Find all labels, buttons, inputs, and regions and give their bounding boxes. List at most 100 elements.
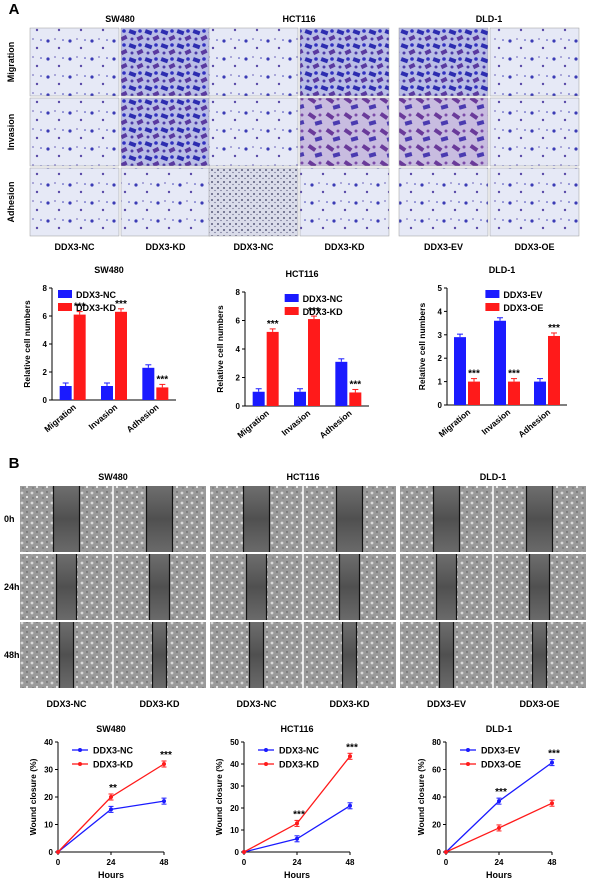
legend-label: DDX3-KD — [303, 307, 344, 317]
legend-label: DDX3-OE — [503, 303, 543, 313]
legend-marker — [264, 748, 268, 752]
wound-gap — [526, 486, 553, 552]
x-tick-label: 48 — [346, 858, 355, 867]
x-category-label: Migration — [42, 402, 78, 434]
legend-swatch — [58, 290, 72, 298]
bar-chart-title: DLD-1 — [489, 265, 516, 275]
significance-marker: ** — [109, 783, 117, 794]
line-chart-title: HCT116 — [280, 724, 313, 734]
bar-ddx3-oe — [508, 381, 520, 405]
y-tick-label: 20 — [44, 793, 53, 802]
wound-gap — [56, 554, 77, 620]
wound-gap — [532, 622, 547, 688]
panel-a-cell-line-label: DLD-1 — [476, 14, 503, 24]
micrograph-image — [489, 27, 580, 97]
panel-b-condition-label: DDX3-KD — [329, 699, 370, 709]
y-tick-label: 20 — [230, 804, 239, 813]
bar-ddx3-ev — [454, 337, 466, 405]
legend-marker — [264, 762, 268, 766]
wound-gap — [529, 554, 550, 620]
y-tick-label: 20 — [432, 821, 441, 830]
bar-ddx3-oe — [468, 381, 480, 405]
y-tick-label: 30 — [230, 782, 239, 791]
panel-a-row-label: Adhesion — [6, 181, 16, 222]
panel-a-condition-label: DDX3-KD — [324, 242, 365, 252]
panel-a-row-label: Invasion — [6, 114, 16, 151]
panel-b-cell-line-label: DLD-1 — [480, 472, 507, 482]
micrograph-image — [489, 97, 580, 167]
panel-b-line-charts: SW480 0 10 20 30 40 0 24 48 Hours Wound closure (%… — [28, 724, 560, 880]
x-category-label: Migration — [235, 408, 271, 440]
micrograph-image — [398, 167, 489, 237]
y-axis-label: Relative cell numbers — [22, 300, 32, 388]
legend-label: DDX3-NC — [303, 294, 344, 304]
panel-a-cell-line-label: SW480 — [105, 14, 135, 24]
panel-b-letter: B — [9, 455, 20, 472]
y-tick-label: 4 — [438, 307, 443, 316]
micrograph-image — [299, 27, 390, 97]
wound-gap — [439, 622, 454, 688]
x-axis-label: Hours — [486, 870, 512, 880]
x-tick-label: 24 — [107, 858, 116, 867]
x-category-label: Invasion — [279, 408, 312, 438]
micrograph-image — [489, 167, 580, 237]
y-tick-label: 80 — [432, 738, 441, 747]
wound-gap — [53, 486, 80, 552]
significance-marker: *** — [308, 306, 320, 317]
significance-marker: *** — [508, 369, 520, 380]
panel-b-cell-line-label: SW480 — [98, 472, 128, 482]
wound-gap — [436, 554, 457, 620]
bar-ddx3-kd — [115, 311, 127, 400]
y-tick-label: 4 — [236, 345, 241, 354]
bar-ddx3-kd — [266, 331, 279, 406]
panel-a-micrographs: A SW480 DDX3-NC DDX3-KD HCT116 DDX3-NC DDX3-KD… — [6, 1, 580, 252]
significance-marker: *** — [74, 302, 86, 313]
panel-a-condition-label: DDX3-NC — [233, 242, 274, 252]
y-tick-label: 0 — [236, 402, 241, 411]
legend-swatch — [284, 294, 299, 302]
y-axis-label: Wound closure (%) — [28, 758, 38, 835]
data-point — [56, 850, 60, 854]
significance-marker: *** — [468, 369, 480, 380]
y-tick-label: 3 — [438, 331, 443, 340]
legend-label: DDX3-KD — [279, 760, 320, 770]
y-tick-label: 6 — [43, 312, 48, 321]
data-point — [242, 850, 246, 854]
legend-marker — [466, 762, 470, 766]
y-axis-label: Relative cell numbers — [215, 305, 225, 393]
micrograph-image — [398, 97, 489, 167]
legend-marker — [466, 748, 470, 752]
micrograph-image — [208, 167, 299, 237]
legend-marker — [78, 762, 82, 766]
y-tick-label: 0 — [49, 848, 54, 857]
panel-b-row-label: 48h — [4, 650, 20, 660]
micrograph-image — [120, 97, 211, 167]
x-category-label: Invasion — [479, 407, 512, 437]
bar-chart-title: SW480 — [94, 265, 124, 275]
micrograph-image — [208, 27, 299, 97]
significance-marker: *** — [267, 319, 279, 330]
wound-gap — [243, 486, 270, 552]
bar-ddx3-ev — [534, 381, 546, 405]
y-tick-label: 4 — [43, 340, 48, 349]
y-tick-label: 0 — [43, 396, 48, 405]
x-axis-label: Hours — [284, 870, 310, 880]
bar-ddx3-nc — [101, 386, 113, 400]
significance-marker: *** — [349, 379, 361, 390]
legend-swatch — [284, 307, 299, 315]
bar-chart-title: HCT116 — [285, 269, 318, 279]
bar-ddx3-kd — [308, 319, 320, 406]
significance-marker: *** — [548, 323, 560, 334]
x-tick-label: 0 — [242, 858, 247, 867]
legend-label: DDX3-NC — [93, 746, 134, 756]
panel-a-bar-charts: SW480 0 2 4 6 8 Relative cell numbers *** Migrat… — [22, 265, 567, 440]
y-tick-label: 0 — [437, 848, 442, 857]
legend-label: DDX3-KD — [93, 760, 134, 770]
micrograph-image — [29, 27, 120, 97]
bar-ddx3-nc — [294, 391, 306, 406]
x-category-label: Adhesion — [516, 407, 552, 440]
x-category-label: Adhesion — [318, 408, 354, 441]
y-tick-label: 40 — [44, 738, 53, 747]
significance-marker: *** — [115, 299, 127, 310]
